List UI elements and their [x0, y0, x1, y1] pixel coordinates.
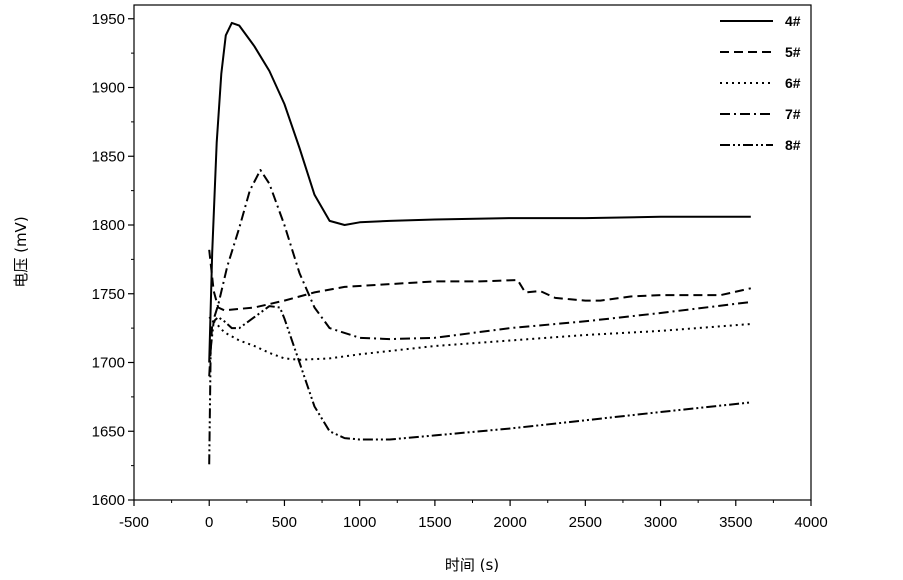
y-axis-title: 电压 (mV) [12, 216, 30, 287]
x-tick-label: 2500 [569, 514, 602, 531]
y-tick-label: 1650 [92, 423, 125, 440]
y-tick-label: 1800 [92, 217, 125, 234]
y-tick-label: 1750 [92, 286, 125, 303]
y-axis-ticks: 1600 1650 1700 1750 1800 1850 1900 1950 [92, 11, 134, 509]
x-tick-label: 1500 [418, 514, 451, 531]
y-tick-label: 1850 [92, 148, 125, 165]
series-line-4 [208, 169, 751, 377]
series-line-1 [208, 21, 751, 363]
x-tick-label: 3500 [719, 514, 752, 531]
x-tick-label: 2000 [493, 514, 526, 531]
legend: 4# 5# 6# 7# 8# [720, 13, 801, 153]
x-axis-ticks: -500 0 500 1000 1500 2000 2500 3000 3500 4000 [119, 500, 828, 531]
plot-frame [133, 4, 812, 501]
legend-label: 6# [785, 75, 801, 91]
series-line-5 [208, 305, 751, 465]
series-layer [208, 21, 752, 465]
x-axis-title: 时间 (s) [445, 556, 499, 574]
legend-label: 4# [785, 13, 801, 29]
legend-label: 5# [785, 44, 801, 60]
y-tick-label: 1700 [92, 355, 125, 372]
x-tick-label: 3000 [644, 514, 677, 531]
series-line-2 [208, 249, 752, 312]
x-tick-label: 0 [205, 514, 213, 531]
y-tick-label: 1950 [92, 11, 125, 28]
x-tick-label: -500 [119, 514, 149, 531]
y-tick-label: 1600 [92, 492, 125, 509]
x-tick-label: 500 [272, 514, 297, 531]
legend-label: 7# [785, 106, 801, 122]
y-tick-label: 1900 [92, 80, 125, 97]
x-tick-label: 4000 [794, 514, 827, 531]
x-tick-label: 1000 [343, 514, 376, 531]
legend-label: 8# [785, 137, 801, 153]
